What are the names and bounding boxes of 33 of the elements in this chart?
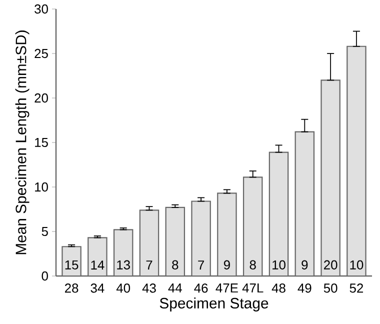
y-tick-label: 10 [35,182,48,192]
x-tick-label: 34 [90,284,104,293]
x-tick-label: 47E [216,284,238,292]
annotation: 15 [65,260,78,270]
x-tick-label: 28 [64,284,78,293]
x-tick-label: 52 [350,284,364,293]
x-tick-label: 47L [242,284,264,292]
annotation: 9 [302,260,308,270]
x-tick-label: 40 [116,284,130,293]
x-tick-label: 48 [272,284,286,293]
annotation: 13 [117,260,130,270]
x-tick-label: 50 [324,284,338,293]
annotation: 9 [224,260,230,270]
annotation: 8 [250,260,256,270]
y-tick-label: 30 [34,4,48,14]
x-tick-label: 43 [142,284,156,293]
y-tick-label: 0 [42,271,48,281]
y-tick-label: 15 [35,138,48,148]
annotation: 7 [198,260,204,270]
y-tick-label: 20 [34,93,48,103]
annotation: 20 [324,260,338,270]
annotation: 10 [272,260,286,270]
y-tick-label: 5 [42,226,48,236]
y-tick-label: 25 [34,48,48,58]
y-axis-title: Mean Specimen Length (mm±SD) [15,30,30,254]
x-tick-label: 46 [194,284,208,293]
x-tick-label: 49 [298,284,312,293]
x-axis-title: Specimen Stage [160,298,268,312]
annotation: 14 [91,260,104,270]
annotation: 8 [172,260,178,270]
annotation: 7 [146,260,152,270]
annotation: 10 [350,260,364,270]
x-tick-label: 44 [168,284,182,292]
